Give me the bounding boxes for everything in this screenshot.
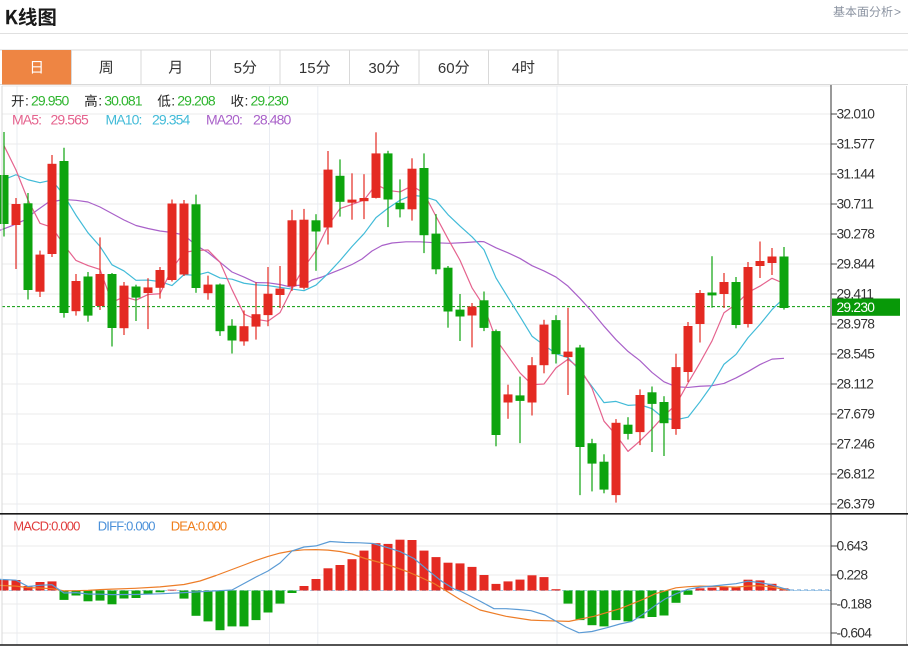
svg-text:27.246: 27.246 [837,437,876,452]
svg-text::: : [171,93,175,109]
svg-text:29.411: 29.411 [837,287,874,302]
svg-text:>: > [894,5,901,19]
svg-text:28.112: 28.112 [837,377,874,392]
svg-text:29.565: 29.565 [51,112,90,128]
svg-text:29.950: 29.950 [31,93,70,109]
svg-text::: : [25,93,29,109]
svg-text:28.545: 28.545 [837,347,876,362]
svg-text::: : [98,93,102,109]
svg-text:26.379: 26.379 [837,497,876,512]
svg-text:27.679: 27.679 [837,407,876,422]
svg-text:-0.188: -0.188 [837,597,873,612]
svg-text:0.228: 0.228 [837,568,869,583]
svg-text:28.978: 28.978 [837,317,876,332]
svg-text:4: 4 [512,60,520,77]
svg-text:30.081: 30.081 [104,93,143,109]
svg-text:MA5:: MA5: [12,112,41,128]
svg-text:DIFF:0.000: DIFF:0.000 [98,518,156,533]
svg-text:31.577: 31.577 [837,137,875,152]
svg-text:0.643: 0.643 [837,539,869,554]
svg-text:5: 5 [234,60,242,77]
svg-text:MA10:: MA10: [106,112,142,128]
svg-text:MA20:: MA20: [206,112,242,128]
svg-text:29.844: 29.844 [837,257,876,272]
svg-text:26.812: 26.812 [837,467,875,482]
svg-text:60: 60 [438,60,455,77]
svg-text:29.230: 29.230 [837,300,876,315]
svg-text:31.144: 31.144 [837,167,876,182]
svg-text:29.208: 29.208 [177,93,216,109]
svg-text:32.010: 32.010 [837,107,876,122]
svg-text:30.278: 30.278 [837,227,876,242]
svg-text:29.230: 29.230 [251,93,290,109]
svg-text:MACD:0.000: MACD:0.000 [13,518,80,533]
svg-text:29.354: 29.354 [152,112,191,128]
svg-text::: : [245,93,249,109]
svg-text:30.711: 30.711 [837,197,874,212]
svg-text:DEA:0.000: DEA:0.000 [171,518,227,533]
svg-text:30: 30 [368,60,385,77]
svg-text:15: 15 [299,60,316,77]
svg-text:-0.604: -0.604 [837,626,873,641]
svg-text:28.480: 28.480 [253,112,292,128]
